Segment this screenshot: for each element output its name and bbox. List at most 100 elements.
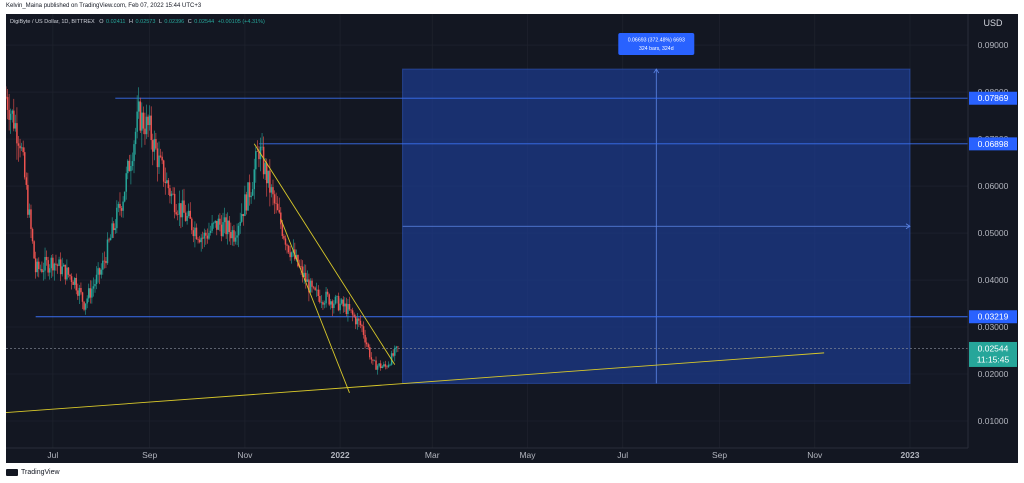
candle-body: [219, 218, 221, 225]
x-tick-label: 2022: [331, 450, 350, 460]
candle-body: [269, 170, 271, 193]
candle-body: [58, 259, 60, 266]
symbol-name: DigiByte / US Dollar, 1D, BITTREX: [10, 19, 95, 25]
price-chart[interactable]: 0.06693 (372.48%) 6693 324 bars, 324d US…: [5, 14, 1018, 463]
publisher-bar: Kelvin_Maina published on TradingView.co…: [0, 0, 1024, 14]
level-badge-label: 0.03219: [978, 312, 1009, 322]
candle-body: [206, 235, 209, 239]
candle-body: [270, 187, 273, 193]
candle-body: [187, 210, 190, 217]
candle-body: [128, 160, 131, 172]
candle-body: [95, 274, 98, 285]
candle-body: [198, 239, 201, 243]
measure-arrow-up-icon: [653, 68, 660, 74]
candle-body: [342, 299, 344, 307]
candle-body: [70, 276, 73, 282]
candle-body: [356, 318, 359, 325]
candle-body: [262, 146, 265, 175]
y-tick-label: 0.03000: [978, 322, 1009, 332]
candle-body: [5, 96, 7, 98]
candle-body: [345, 303, 348, 315]
x-tick-label: Jul: [617, 450, 628, 460]
x-tick-label: Sep: [712, 450, 727, 460]
close-value: 0.02544: [194, 19, 214, 25]
candle-body: [156, 148, 159, 168]
candle-body: [322, 302, 324, 305]
candle-body: [119, 203, 121, 209]
candle-body: [258, 151, 260, 160]
candle-body: [387, 364, 390, 368]
candle-body: [109, 237, 112, 241]
candle-body: [334, 296, 337, 304]
candle-body: [11, 110, 13, 114]
y-tick-label: 0.05000: [978, 228, 1009, 238]
candle-body: [116, 207, 118, 229]
y-tick-label: 0.09000: [978, 40, 1009, 50]
trendline: [280, 218, 350, 393]
candle-body: [183, 200, 185, 213]
candle-body: [361, 325, 363, 327]
candle-body: [212, 222, 215, 224]
candle-body: [67, 267, 70, 275]
candle-body: [103, 260, 106, 262]
candle-body: [333, 303, 335, 309]
candle-body: [247, 182, 249, 211]
candle-body: [203, 232, 206, 239]
candle-body: [305, 272, 307, 282]
candle-body: [166, 180, 168, 183]
candle-body: [94, 284, 96, 287]
y-tick-label: 0.02000: [978, 369, 1009, 379]
candle-body: [69, 274, 71, 277]
change-value: +0.00105 (+4.31%): [218, 19, 265, 25]
candle-body: [61, 266, 63, 275]
candle-body: [205, 232, 207, 236]
open-label: O: [99, 19, 104, 25]
candle-body: [19, 145, 21, 149]
current-price-badge: 0.02544 11:15:45: [969, 341, 1017, 367]
candle-body: [315, 289, 318, 291]
candle-body: [353, 314, 355, 317]
candle-body: [383, 364, 385, 367]
candle-body: [102, 260, 104, 270]
time-axis[interactable]: Jul Sep Nov 2022 Mar May Jul Sep Nov 2023: [47, 450, 919, 460]
tradingview-logo[interactable]: TradingView: [6, 469, 60, 476]
candle-body: [273, 194, 276, 204]
candle-body: [127, 160, 129, 174]
candle-body: [364, 334, 366, 343]
candle-body: [241, 214, 243, 222]
candle-body: [331, 301, 334, 309]
level-badge-label: 0.06898: [978, 139, 1009, 149]
candle-body: [112, 223, 115, 231]
candle-body: [9, 113, 12, 120]
candle-body: [325, 291, 327, 304]
candle-body: [375, 360, 377, 370]
candle-body: [78, 287, 81, 296]
candle-body: [23, 152, 26, 178]
candle-body: [17, 143, 20, 146]
candle-body: [376, 365, 379, 370]
candle-body: [50, 257, 53, 269]
chart-panel[interactable]: 0.06693 (372.48%) 6693 324 bars, 324d US…: [5, 14, 1018, 463]
candle-body: [176, 214, 179, 215]
candle-body: [267, 170, 270, 184]
candle-body: [108, 239, 110, 241]
candle-body: [239, 221, 241, 226]
publisher-text: Kelvin_Maina published on TradingView.co…: [6, 3, 202, 9]
candle-body: [34, 258, 37, 273]
candle-body: [223, 217, 226, 223]
measure-label: 0.06693 (372.48%) 6693 324 bars, 324d: [618, 33, 911, 230]
candle-body: [328, 294, 330, 305]
candle-body: [309, 280, 312, 293]
candle-body: [41, 268, 43, 272]
candle-body: [290, 252, 293, 258]
candle-body: [153, 139, 156, 152]
candle-body: [25, 177, 28, 185]
candle-body: [133, 144, 135, 162]
candle-body: [131, 161, 134, 166]
candle-body: [297, 255, 299, 267]
current-price-value: 0.02544: [978, 343, 1009, 353]
candle-body: [378, 363, 380, 366]
candle-body: [44, 256, 46, 271]
candle-body: [125, 173, 127, 192]
candle-body: [87, 288, 90, 299]
